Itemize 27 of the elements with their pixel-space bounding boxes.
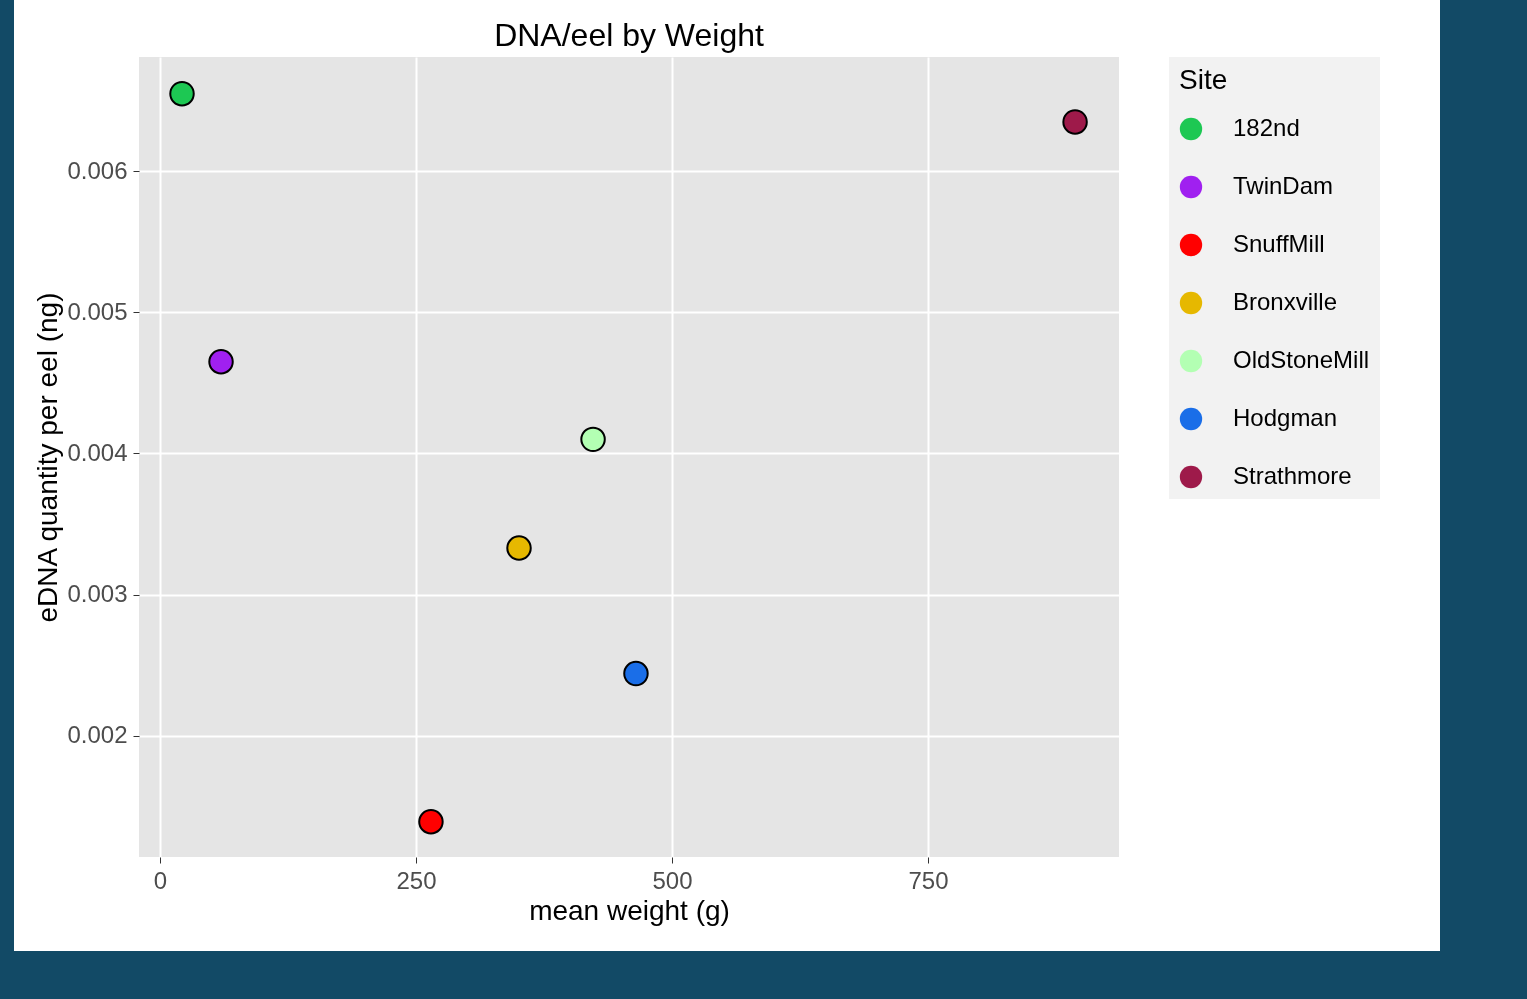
x-tick-label: 750 <box>908 866 949 894</box>
y-tick-label: 0.004 <box>67 438 128 466</box>
x-axis-title: mean weight (g) <box>529 894 730 926</box>
y-tick-label: 0.005 <box>67 297 128 325</box>
legend-label: Strathmore <box>1233 462 1352 489</box>
point <box>418 809 444 835</box>
x-tick-label: 0 <box>153 866 168 894</box>
point <box>580 426 606 453</box>
legend-label: SnuffMill <box>1233 230 1325 257</box>
point <box>208 349 234 375</box>
legend-label: Hodgman <box>1233 404 1338 431</box>
point <box>169 80 195 107</box>
legend-label: OldStoneMill <box>1233 346 1370 373</box>
y-tick-label: 0.003 <box>67 580 128 608</box>
chart-title: DNA/eel by Weight <box>494 17 764 53</box>
y-tick-label: 0.006 <box>67 156 128 184</box>
legend-label: Bronxville <box>1233 288 1338 315</box>
legend-label: 182nd <box>1233 114 1300 141</box>
y-tick-label: 0.002 <box>67 721 128 749</box>
x-tick-label: 250 <box>396 866 437 894</box>
x-tick-label: 500 <box>652 866 693 894</box>
point <box>506 535 532 561</box>
point <box>623 660 649 687</box>
legend-title: Site <box>1179 64 1228 95</box>
point <box>1062 109 1088 135</box>
y-axis-title: eDNA quantity per eel (ng) <box>32 292 64 623</box>
legend-label: TwinDam <box>1233 172 1334 199</box>
